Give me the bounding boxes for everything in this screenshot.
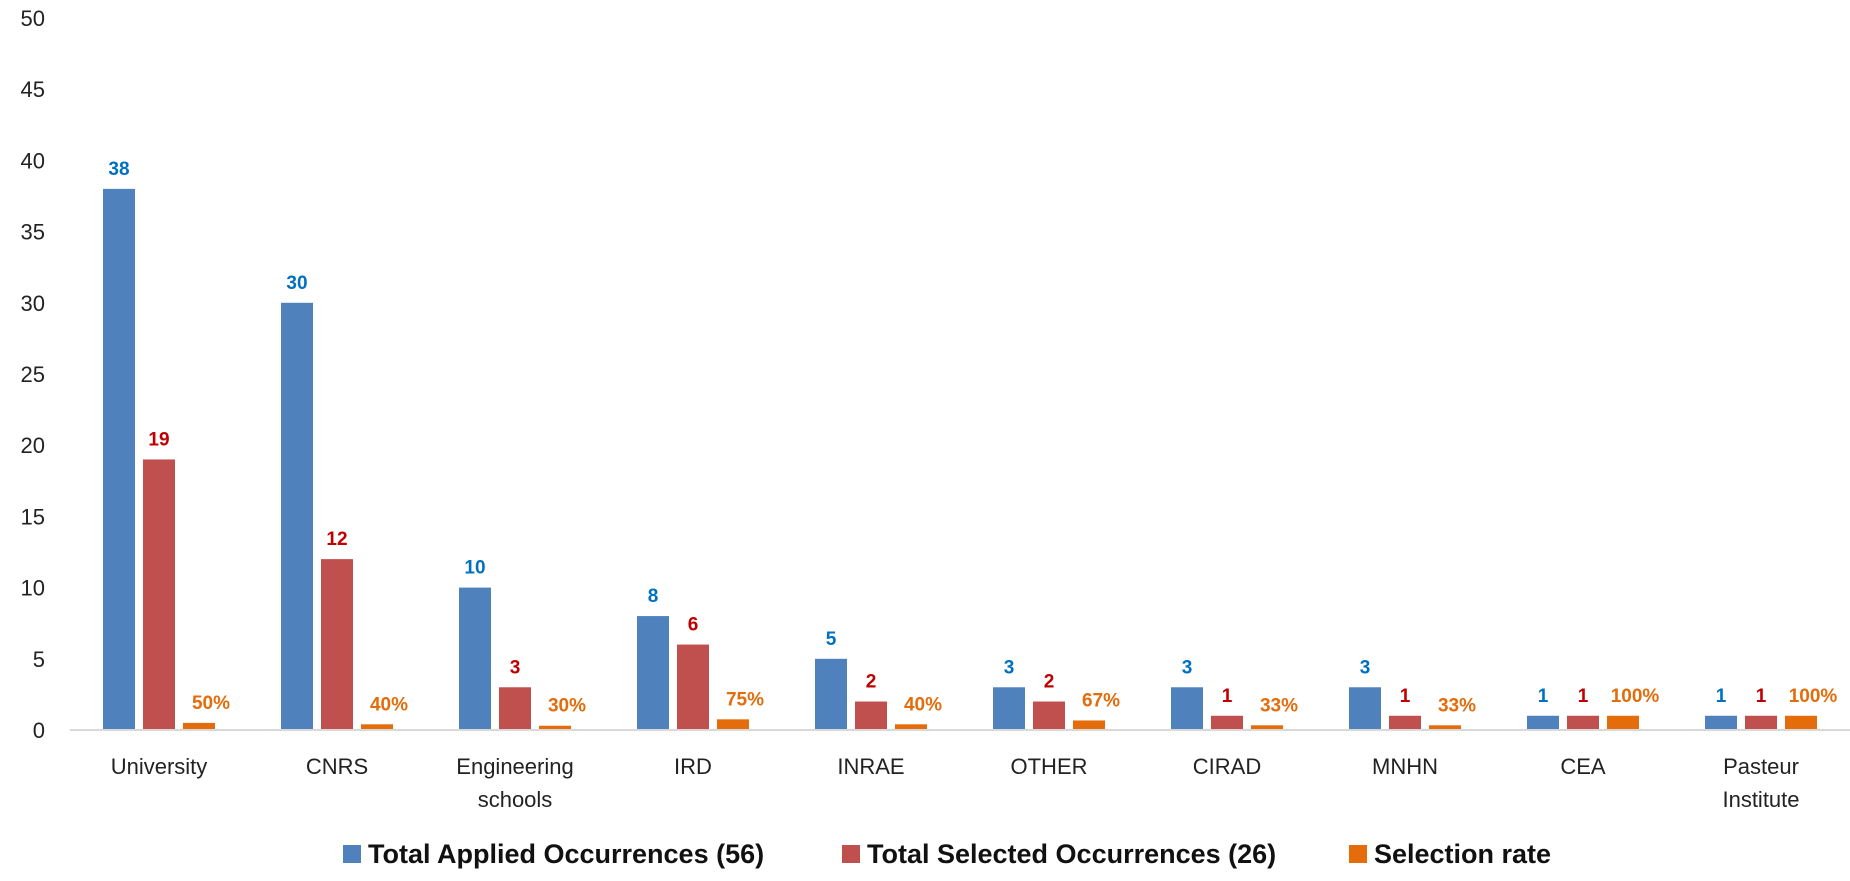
x-tick-label: Engineering (456, 754, 573, 779)
x-tick-label: Institute (1722, 787, 1799, 812)
bar-series-2 (361, 724, 393, 730)
bar-series-1 (1745, 715, 1777, 730)
data-label: 10 (464, 558, 485, 579)
x-tick-label: CNRS (306, 754, 368, 779)
legend-swatch (343, 845, 361, 863)
data-label: 3 (1182, 657, 1193, 678)
x-tick-label: MNHN (1372, 754, 1438, 779)
bar-series-1 (1033, 701, 1065, 730)
bar-series-2 (1073, 720, 1105, 730)
legend-swatch (1349, 845, 1367, 863)
data-label: 1 (1578, 686, 1589, 707)
data-label: 1 (1756, 686, 1767, 707)
y-tick-label: 0 (33, 718, 45, 743)
bar-series-0 (1349, 687, 1381, 730)
data-label: 100% (1611, 686, 1660, 707)
legend: Total Applied Occurrences (56) Total Sele… (343, 839, 1551, 869)
x-tick-label: University (111, 754, 208, 779)
bar-series-0 (281, 302, 313, 730)
bar-series-0 (637, 616, 669, 730)
data-label: 67% (1082, 690, 1120, 711)
data-label: 30 (286, 273, 307, 294)
y-tick-label: 30 (21, 291, 45, 316)
bar-series-2 (1785, 715, 1817, 730)
bar-series-2 (1607, 715, 1639, 730)
data-label: 3 (1360, 657, 1371, 678)
data-label: 12 (326, 529, 347, 550)
data-label: 40% (370, 694, 408, 715)
data-label: 50% (192, 693, 230, 714)
data-label: 100% (1789, 686, 1838, 707)
data-labels: 38 19 50% 30 12 40% 10 3 30% 8 6 75% 5 2 40% 3 2 67% 3 1 33%… (108, 159, 1837, 717)
data-label: 5 (826, 629, 837, 650)
bar-series-0 (993, 687, 1025, 730)
x-tick-label: IRD (674, 754, 712, 779)
bar-series-1 (1389, 715, 1421, 730)
y-axis-ticks: 0 5 10 15 20 25 30 35 40 45 50 (21, 6, 45, 743)
data-label: 1 (1538, 686, 1549, 707)
y-tick-label: 35 (21, 220, 45, 245)
data-label: 3 (510, 657, 521, 678)
y-tick-label: 10 (21, 576, 45, 601)
y-tick-label: 25 (21, 362, 45, 387)
bar-series-1 (855, 701, 887, 730)
bar-series-1 (321, 559, 353, 730)
y-tick-label: 50 (21, 6, 45, 31)
x-tick-label: CIRAD (1193, 754, 1261, 779)
x-tick-label: OTHER (1011, 754, 1088, 779)
bar-series-1 (677, 644, 709, 730)
data-label: 8 (648, 586, 659, 607)
y-tick-label: 40 (21, 148, 45, 173)
bar-series-2 (1429, 725, 1461, 730)
data-label: 6 (688, 615, 699, 636)
y-tick-label: 5 (33, 647, 45, 672)
x-tick-label: schools (478, 787, 553, 812)
bar-series-1 (499, 687, 531, 730)
bar-series-2 (895, 724, 927, 730)
bar-series-2 (183, 722, 215, 730)
data-label: 38 (108, 159, 129, 180)
bar-series-0 (103, 188, 135, 730)
legend-swatch (842, 845, 860, 863)
data-label: 1 (1222, 686, 1233, 707)
x-axis-labels: University CNRS Engineering schools IRD INRAE… (111, 754, 1800, 812)
legend-label: Selection rate (1374, 839, 1551, 869)
data-label: 19 (148, 429, 169, 450)
x-tick-label: Pasteur (1723, 754, 1799, 779)
x-tick-label: INRAE (837, 754, 904, 779)
data-label: 3 (1004, 657, 1015, 678)
bar-series-0 (1171, 687, 1203, 730)
y-tick-label: 45 (21, 77, 45, 102)
data-label: 1 (1400, 686, 1411, 707)
data-label: 75% (726, 689, 764, 710)
bar-series-2 (1251, 725, 1283, 730)
y-tick-label: 15 (21, 504, 45, 529)
bar-series-1 (143, 459, 175, 730)
bar-series-0 (459, 587, 491, 730)
data-label: 40% (904, 694, 942, 715)
bar-series-1 (1567, 715, 1599, 730)
bar-series-0 (1705, 715, 1737, 730)
y-tick-label: 20 (21, 433, 45, 458)
legend-label: Total Applied Occurrences (56) (368, 839, 764, 869)
x-tick-label: CEA (1560, 754, 1606, 779)
legend-label: Total Selected Occurrences (26) (867, 839, 1276, 869)
bar-series-2 (717, 719, 749, 730)
data-label: 1 (1716, 686, 1727, 707)
data-label: 33% (1260, 695, 1298, 716)
bar-series-1 (1211, 715, 1243, 730)
bar-series-0 (815, 658, 847, 730)
data-label: 30% (548, 696, 586, 717)
bars (103, 188, 1817, 730)
bar-series-0 (1527, 715, 1559, 730)
data-label: 33% (1438, 695, 1476, 716)
data-label: 2 (866, 672, 877, 693)
bar-series-2 (539, 725, 571, 730)
data-label: 2 (1044, 672, 1055, 693)
